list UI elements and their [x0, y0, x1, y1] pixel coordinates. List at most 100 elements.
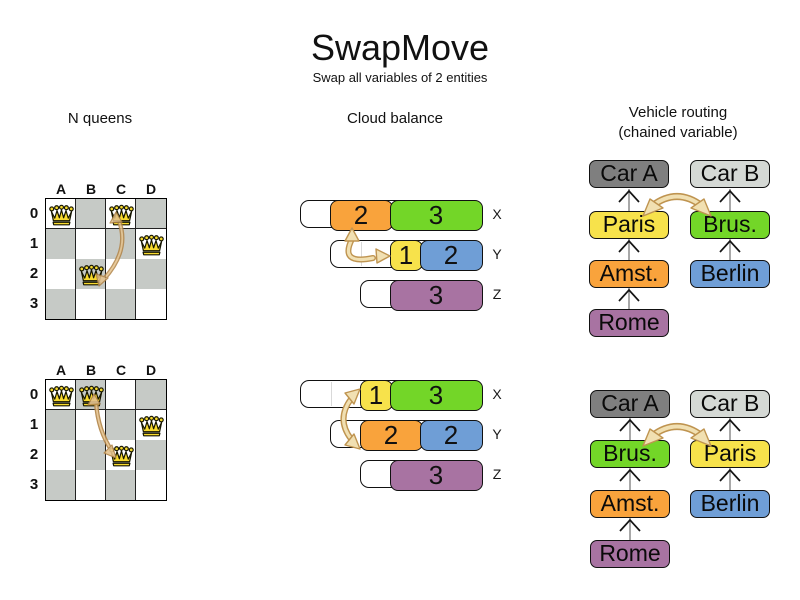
board-cell	[106, 259, 136, 289]
vehicle-box-car-b: Car B	[690, 390, 770, 418]
file-label: D	[145, 181, 157, 197]
queen-icon-a0	[48, 203, 75, 228]
vehicle-box-rome: Rome	[589, 309, 669, 337]
vehicle-box-berlin: Berlin	[690, 260, 770, 288]
cloud-header: Cloud balance	[347, 110, 443, 127]
board-cell	[46, 289, 76, 319]
cloud-block: 1	[359, 379, 393, 411]
board-cell	[136, 289, 166, 319]
queen-icon-c0	[108, 203, 135, 228]
board-cell	[106, 229, 136, 259]
board-cell	[106, 410, 136, 440]
cloud-block: 3	[389, 199, 483, 231]
nqueens-board-before: A B C D 0 1 2 3	[30, 181, 167, 320]
vehicle-box-rome: Rome	[590, 540, 670, 568]
vehicle-box-car-a: Car A	[589, 160, 669, 188]
nqueens-header: N queens	[67, 110, 133, 127]
board-cell	[136, 440, 166, 470]
page-subtitle: Swap all variables of 2 entities	[312, 70, 488, 85]
cloud-block: 2	[419, 419, 483, 451]
cloud-row-y-before: 1 2	[330, 239, 483, 271]
board-cell	[76, 410, 106, 440]
cloud-block: 2	[359, 419, 423, 451]
chain-connector	[618, 189, 741, 309]
rank-label: 3	[29, 476, 39, 493]
queen-icon-a0	[48, 384, 75, 409]
slot-divider	[361, 242, 362, 266]
file-label: B	[85, 362, 97, 378]
board-cell	[46, 199, 76, 229]
board-cell	[136, 470, 166, 500]
file-label: D	[145, 362, 157, 378]
slot-divider	[331, 382, 332, 406]
cloud-block: 3	[389, 379, 483, 411]
cloud-row-x-before: 2 3	[300, 199, 483, 231]
cloud-block: 3	[389, 279, 483, 311]
cloud-row-z-after: 3	[360, 459, 483, 491]
queen-icon-d1	[138, 414, 165, 439]
cloud-row-y-after: 2 2	[330, 419, 483, 451]
board-cell	[106, 289, 136, 319]
cloud-block: 3	[389, 459, 483, 491]
vehicle-header: Vehicle routing	[628, 104, 728, 121]
cloud-row-z-label: Z	[492, 466, 502, 482]
file-label: A	[55, 362, 67, 378]
cloud-row-z-before: 3	[360, 279, 483, 311]
board-cell	[46, 380, 76, 410]
file-label: B	[85, 181, 97, 197]
vehicle-box-car-b: Car B	[690, 160, 770, 188]
vehicle-subheader: (chained variable)	[618, 124, 738, 141]
board-cell	[46, 229, 76, 259]
cloud-block: 1	[389, 239, 423, 271]
queen-icon-b0	[78, 384, 105, 409]
cloud-block: 2	[329, 199, 393, 231]
rank-label: 0	[29, 205, 39, 222]
nqueens-board-after: A B C D 0 1 2 3	[30, 362, 167, 501]
board-cell	[76, 470, 106, 500]
page-title: SwapMove	[310, 27, 490, 68]
queen-icon-c2	[108, 444, 135, 469]
board-cell	[136, 380, 166, 410]
rank-label: 1	[29, 416, 39, 433]
file-label: C	[115, 181, 127, 197]
queen-icon-d1	[138, 233, 165, 258]
rank-label: 1	[29, 235, 39, 252]
cloud-row-y-label: Y	[492, 426, 502, 442]
board-cell	[46, 259, 76, 289]
chain-connector	[619, 418, 741, 540]
file-label: A	[55, 181, 67, 197]
board-cell	[106, 470, 136, 500]
vehicle-box-amst: Amst.	[589, 260, 669, 288]
cloud-row-z-label: Z	[492, 286, 502, 302]
cloud-row-y-label: Y	[492, 246, 502, 262]
cloud-block: 2	[419, 239, 483, 271]
file-label: C	[115, 362, 127, 378]
rank-label: 2	[29, 265, 39, 282]
cloud-row-x-label: X	[492, 386, 502, 402]
board-cell	[76, 440, 106, 470]
board-cell	[106, 380, 136, 410]
vehicle-box-berlin: Berlin	[690, 490, 770, 518]
board-cell	[136, 259, 166, 289]
rank-label: 2	[29, 446, 39, 463]
vehicle-box-brus: Brus.	[690, 211, 770, 239]
cloud-row-x-label: X	[492, 206, 502, 222]
board-cell	[76, 229, 106, 259]
board-cell	[76, 289, 106, 319]
board-cell	[136, 199, 166, 229]
cloud-row-x-after: 1 3	[300, 379, 483, 411]
vehicle-box-brus: Brus.	[590, 440, 670, 468]
board-cell	[46, 470, 76, 500]
rank-label: 0	[29, 386, 39, 403]
rank-label: 3	[29, 295, 39, 312]
vehicle-box-paris: Paris	[690, 440, 770, 468]
vehicle-box-car-a: Car A	[590, 390, 670, 418]
board-cell	[46, 410, 76, 440]
queen-icon-b2	[78, 263, 105, 288]
vehicle-box-paris: Paris	[589, 211, 669, 239]
board-cell	[106, 440, 136, 470]
board-cell	[46, 440, 76, 470]
vehicle-box-amst: Amst.	[590, 490, 670, 518]
board-cell	[76, 199, 106, 229]
